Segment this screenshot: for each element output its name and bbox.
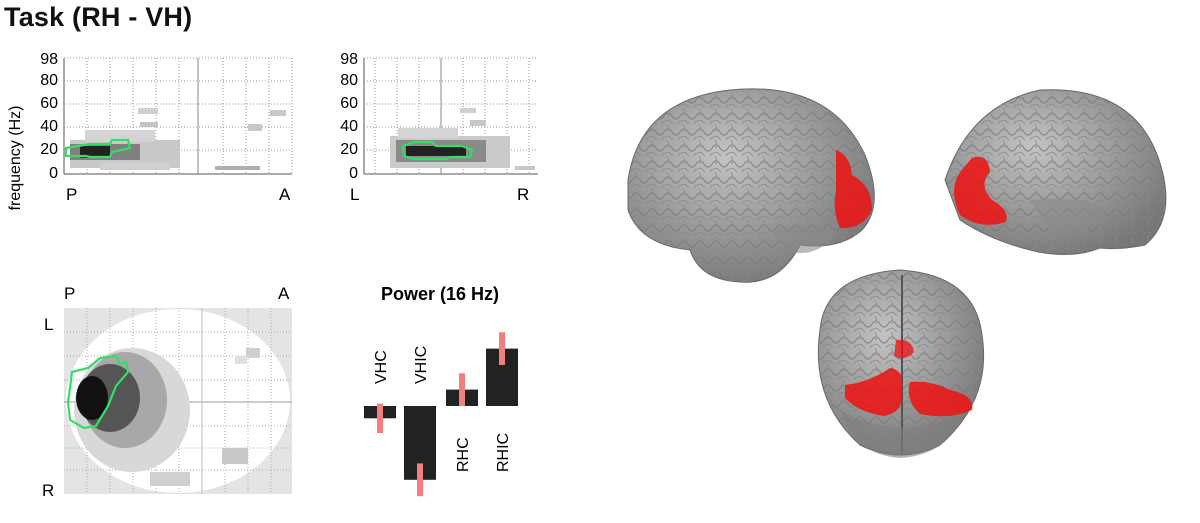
x-left-label: P bbox=[66, 185, 77, 204]
topomap-r-label: R bbox=[42, 481, 54, 500]
cluster-outline bbox=[401, 140, 474, 161]
y-tick-98: 98 bbox=[40, 51, 58, 68]
figure-title: Task (RH - VH) bbox=[4, 2, 193, 32]
power-label-vhc: VHC bbox=[373, 350, 390, 384]
spectrogram-lr-blobs bbox=[390, 108, 535, 170]
topomap-a-label: A bbox=[278, 284, 290, 303]
y-tick-20: 20 bbox=[340, 141, 358, 158]
spectrogram-lr-panel: 98 80 60 40 20 0 L R bbox=[340, 51, 538, 204]
power-error-bar-vhc bbox=[377, 403, 383, 434]
y-tick-60: 60 bbox=[40, 95, 58, 112]
spectrogram-pa-plot bbox=[63, 57, 293, 175]
power-error-bar-rhic bbox=[499, 332, 505, 365]
spectrogram-pa-panel: frequency (Hz) 98 80 60 40 20 0 bbox=[7, 51, 293, 210]
x-right-label: R bbox=[517, 185, 529, 204]
power-labels: VHC VHIC RHC RHIC bbox=[373, 346, 512, 472]
power-chart-title: Power (16 Hz) bbox=[381, 284, 499, 304]
power-chart-panel: Power (16 Hz) VHC VHIC RHC RHIC bbox=[364, 284, 518, 497]
cluster-outline bbox=[64, 138, 132, 159]
activation-cluster bbox=[845, 368, 903, 416]
power-error-bar-vhic bbox=[417, 463, 423, 497]
spectrogram-pa-blobs bbox=[70, 108, 286, 170]
y-tick-80: 80 bbox=[340, 72, 358, 89]
activation-cluster bbox=[894, 339, 914, 359]
activation-cluster bbox=[954, 156, 1007, 225]
brain-posterior-view bbox=[817, 269, 985, 458]
y-tick-0: 0 bbox=[349, 165, 358, 182]
y-tick-20: 20 bbox=[40, 141, 58, 158]
brain-renderings bbox=[627, 88, 1167, 458]
power-label-rhic: RHIC bbox=[495, 433, 512, 472]
y-tick-labels: 98 80 60 40 20 0 bbox=[340, 51, 358, 182]
x-left-label: L bbox=[350, 185, 359, 204]
brain-lateral-left-view bbox=[627, 88, 875, 283]
topomap-blobs bbox=[74, 348, 260, 486]
topomap-p-label: P bbox=[64, 284, 75, 303]
y-tick-98: 98 bbox=[340, 51, 358, 68]
activation-cluster bbox=[834, 150, 872, 229]
y-tick-60: 60 bbox=[340, 95, 358, 112]
power-label-vhic: VHIC bbox=[413, 346, 430, 384]
topomap-panel: P A L R bbox=[42, 284, 292, 500]
frequency-axis-label: frequency (Hz) bbox=[7, 106, 24, 210]
activation-cluster bbox=[908, 381, 973, 417]
y-tick-labels: 98 80 60 40 20 0 bbox=[40, 51, 58, 182]
power-error-bar-rhc bbox=[459, 373, 465, 406]
power-label-rhc: RHC bbox=[455, 437, 472, 472]
y-tick-0: 0 bbox=[49, 165, 58, 182]
topomap-plot bbox=[64, 308, 292, 494]
brain-lateral-right-view bbox=[944, 89, 1167, 256]
topomap-l-label: L bbox=[44, 315, 53, 334]
y-tick-80: 80 bbox=[40, 72, 58, 89]
cluster-outline bbox=[66, 354, 130, 430]
power-bars bbox=[364, 332, 518, 497]
y-tick-40: 40 bbox=[340, 118, 358, 135]
y-tick-40: 40 bbox=[40, 118, 58, 135]
x-right-label: A bbox=[279, 185, 291, 204]
spectrogram-lr-plot bbox=[363, 57, 538, 175]
